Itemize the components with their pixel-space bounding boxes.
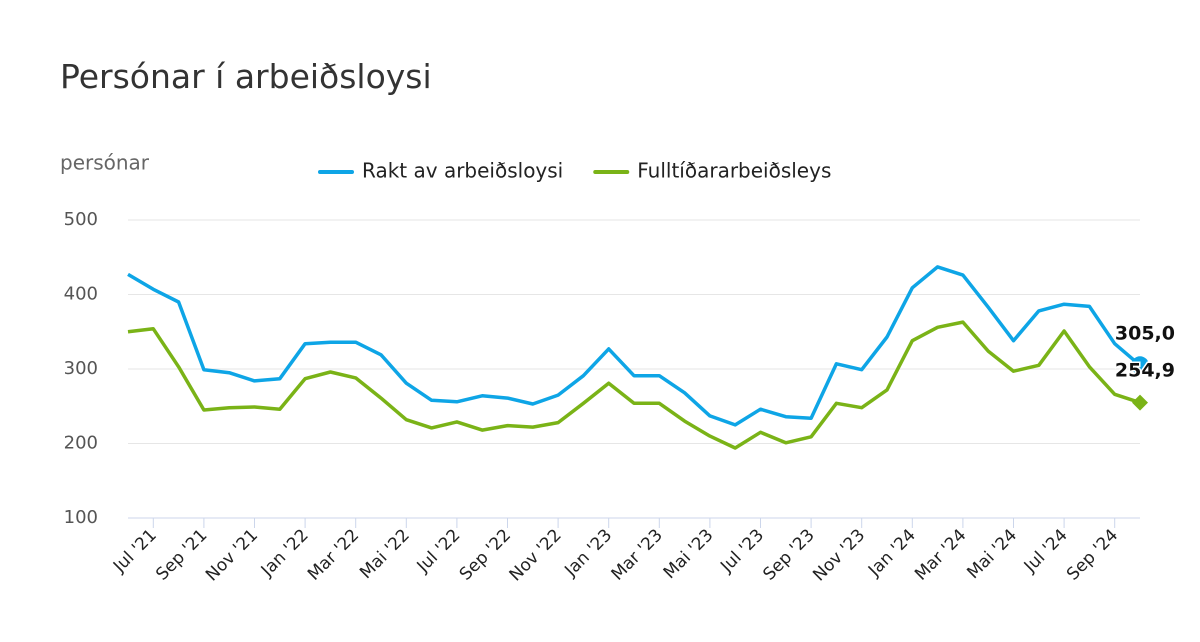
series-line xyxy=(127,265,1142,427)
end-marker xyxy=(1131,356,1149,375)
x-tick-label: Mai '22 xyxy=(356,525,414,583)
x-tick-label: Sep '23 xyxy=(759,525,818,584)
x-tick-label: Nov '21 xyxy=(202,525,262,585)
x-tick-label: Sep '24 xyxy=(1063,525,1122,584)
x-tick-label: Jan '24 xyxy=(864,525,920,581)
y-tick-label: 100 xyxy=(64,507,98,528)
x-tick-label: Jan '23 xyxy=(560,525,616,581)
y-tick-label: 200 xyxy=(64,433,98,454)
y-tick-label: 300 xyxy=(64,358,98,379)
data-label: 254,9 xyxy=(1115,360,1175,382)
y-tick-label: 500 xyxy=(64,209,98,230)
x-tick-label: Nov '23 xyxy=(809,525,869,585)
y-axis-label: persónar xyxy=(60,151,150,175)
x-tick-label: Sep '21 xyxy=(152,525,211,584)
x-tick-label: Mai '24 xyxy=(963,525,1021,583)
chart-title: Persónar í arbeiðsloysi xyxy=(60,57,432,96)
x-tick-label: Mar '24 xyxy=(911,525,970,584)
x-tick-label: Nov '22 xyxy=(506,525,566,585)
x-tick-label: Mar '23 xyxy=(608,525,667,584)
x-tick-label: Sep '22 xyxy=(456,525,515,584)
end-marker xyxy=(1132,394,1148,411)
legend: Rakt av arbeiðsloysi Fulltíðararbeiðsleys xyxy=(318,159,831,183)
series-line xyxy=(127,320,1141,450)
legend-label: Fulltíðararbeiðsleys xyxy=(637,159,831,183)
x-tick-label: Mar '22 xyxy=(304,525,363,584)
x-tick-label: Mai '23 xyxy=(660,525,718,583)
data-label: 305,0 xyxy=(1115,322,1175,344)
legend-label: Rakt av arbeiðsloysi xyxy=(362,159,563,183)
y-tick-label: 400 xyxy=(64,284,98,305)
x-tick-label: Jan '22 xyxy=(257,525,313,581)
